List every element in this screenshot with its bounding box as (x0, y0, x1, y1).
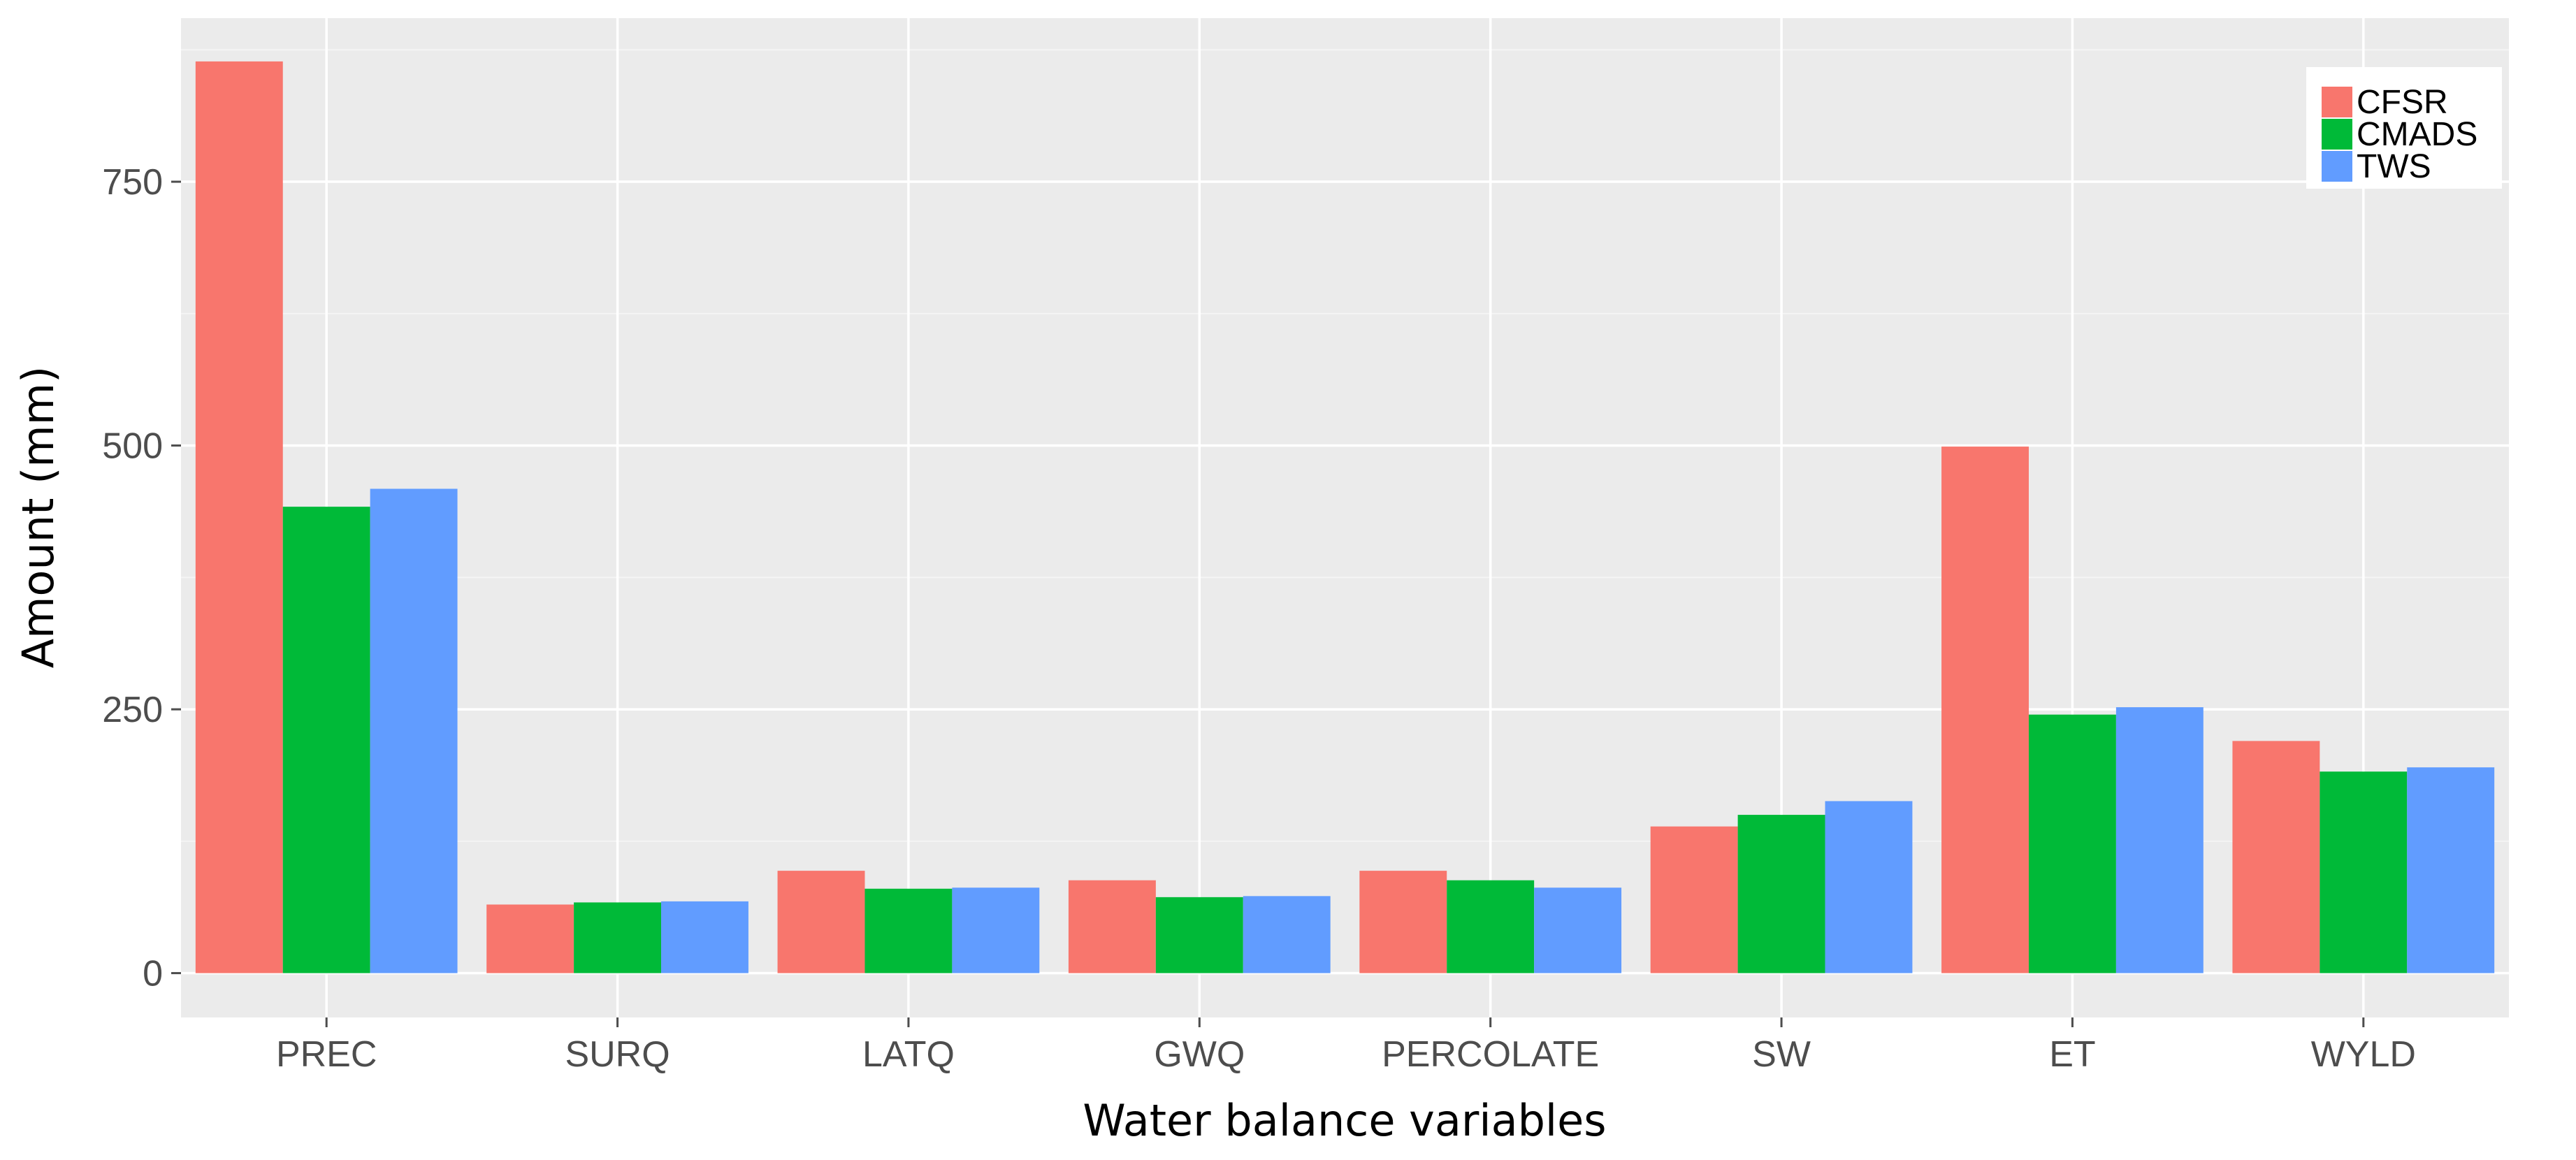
y-axis: 0 250 500 750 (102, 162, 181, 994)
bar-cfsr-wyld (2232, 741, 2320, 973)
legend-key-cfsr (2322, 87, 2352, 117)
legend-key-tws (2322, 151, 2352, 182)
bar-cfsr-percolate (1359, 871, 1447, 973)
legend-label-tws: TWS (2357, 148, 2431, 185)
bar-cfsr-prec (195, 61, 283, 973)
bar-cfsr-gwq (1068, 880, 1156, 973)
bar-cmads-prec (282, 507, 370, 973)
bar-cmads-latq (864, 888, 953, 973)
bar-tws-prec (370, 488, 458, 973)
y-tick-label: 0 (143, 954, 163, 994)
legend-key-cmads (2322, 119, 2352, 150)
bar-tws-surq (661, 901, 748, 973)
y-tick-label: 250 (102, 690, 163, 730)
x-tick-label: GWQ (1154, 1034, 1245, 1075)
bar-tws-wyld (2407, 767, 2495, 973)
bar-tws-latq (952, 887, 1040, 973)
bar-cmads-gwq (1155, 897, 1243, 973)
y-tick-label: 750 (102, 162, 163, 203)
bars (195, 61, 2495, 973)
bar-tws-sw (1825, 801, 1913, 973)
x-tick-label: LATQ (862, 1034, 955, 1075)
bar-cfsr-sw (1650, 826, 1738, 973)
bar-cmads-surq (574, 902, 662, 973)
bar-cmads-sw (1737, 815, 1825, 973)
x-axis-title: Water balance variables (1083, 1095, 1606, 1146)
x-tick-label: WYLD (2311, 1034, 2416, 1075)
bar-cfsr-latq (777, 871, 865, 973)
bar-tws-gwq (1243, 896, 1331, 973)
x-tick-label: ET (2049, 1034, 2095, 1075)
x-tick-label: SW (1752, 1034, 1811, 1075)
bar-tws-percolate (1534, 887, 1622, 973)
x-tick-label: SURQ (565, 1034, 670, 1075)
bar-cmads-et (2028, 714, 2116, 973)
bar-cmads-percolate (1447, 880, 1535, 973)
x-tick-label: PREC (276, 1034, 377, 1075)
x-axis: PREC SURQ LATQ GWQ PERCOLATE SW ET WYLD (276, 1017, 2416, 1075)
bar-cfsr-surq (486, 904, 574, 973)
bar-cmads-wyld (2320, 771, 2408, 973)
y-axis-title: Amount (mm) (13, 366, 64, 669)
bar-cfsr-et (1941, 447, 2029, 973)
grid-major (181, 18, 2509, 1017)
legend-label-cfsr: CFSR (2357, 84, 2448, 121)
y-tick-label: 500 (102, 426, 163, 467)
x-tick-label: PERCOLATE (1382, 1034, 1599, 1075)
legend-label-cmads: CMADS (2357, 116, 2477, 153)
bar-tws-et (2115, 707, 2204, 973)
